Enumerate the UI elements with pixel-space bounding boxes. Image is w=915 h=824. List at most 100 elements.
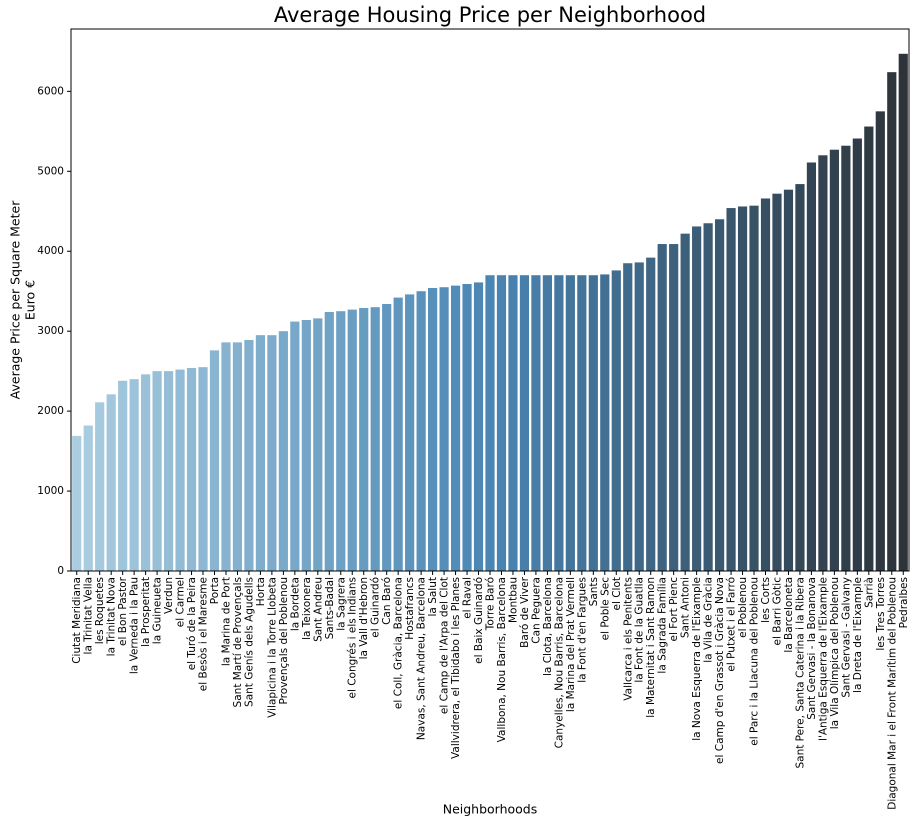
bar [806, 162, 817, 572]
bar [887, 72, 897, 571]
x-tick-label: la Trinitat Vella [83, 577, 95, 654]
x-tick-label: Sant Antoni [680, 577, 692, 638]
bar [313, 318, 323, 571]
x-tick-label: la Marina del Prat Vermell [565, 577, 577, 712]
bar [577, 275, 587, 571]
x-tick-label: les Corts [760, 577, 772, 623]
bar [359, 307, 369, 571]
bar [95, 402, 105, 571]
x-tick-label: la Font de la Guatlla [634, 577, 646, 683]
bar [795, 184, 805, 571]
x-tick-label: la Sagrada Família [657, 577, 669, 674]
x-tick-label: Hostafrancs [404, 577, 416, 640]
bar [370, 307, 380, 571]
plot-frame [70, 28, 910, 572]
x-tick-label: Sants [588, 577, 600, 606]
bar [232, 342, 243, 571]
bar [531, 275, 541, 571]
bar [485, 275, 495, 571]
x-tick-label: la Maternitat i Sant Ramon [645, 577, 657, 718]
y-tick-label: 1000 [37, 485, 64, 497]
bar [186, 367, 197, 571]
x-tick-label: Sant Andreu [312, 577, 324, 642]
bar [152, 371, 162, 571]
bar [255, 335, 266, 571]
x-tick-label: Navas, Sant Andreu, Barcelona [416, 577, 428, 740]
x-tick-label: la Vila Olímpica del Poblenou [829, 577, 841, 729]
x-tick-label: Sant Pere, Santa Caterina i la Ribera [794, 577, 806, 769]
x-tick-label: el Poble Sec [599, 577, 611, 641]
x-tick-label: Sants-Badal [324, 577, 336, 639]
bar [393, 297, 403, 571]
bar [267, 335, 277, 571]
x-tick-label: el Bon Pastor [117, 576, 129, 646]
x-tick-label: el Guinardó [370, 577, 382, 638]
bar [565, 275, 575, 571]
x-tick-label: Horta [255, 577, 267, 606]
bar [382, 303, 392, 571]
bar [290, 321, 300, 571]
x-tick-label: el Raval [462, 577, 474, 619]
x-tick-label: el Camp d'en Grassot i Gràcia Nova [714, 577, 726, 764]
bar [336, 311, 346, 571]
x-tick-label: la Clota, Barcelona [542, 577, 554, 676]
x-tick-label: el Barri Gòtic [771, 577, 783, 646]
x-tick-label: el Baix Guinardó [473, 577, 485, 664]
y-axis-label: Average Price per Square Meter [8, 200, 23, 400]
bar [198, 367, 208, 571]
bar [347, 309, 357, 571]
x-tick-label: Sant Martí de Provençals [232, 577, 244, 707]
bar [118, 380, 128, 571]
bar [106, 394, 116, 571]
y-axis-label: Euro € [23, 280, 38, 320]
x-tick-label: Sarrià [863, 577, 875, 608]
x-tick-label: el Coll, Gràcia, Barcelona [393, 577, 405, 709]
x-tick-label: Torre Baró [485, 577, 497, 631]
bar [416, 291, 426, 571]
x-tick-label: el Fort Pienc [668, 577, 680, 642]
y-tick-label: 3000 [37, 325, 64, 337]
x-tick-label: la Verneda i la Pau [129, 577, 141, 674]
bar [818, 155, 828, 572]
bar [829, 149, 839, 571]
bar [737, 206, 748, 571]
x-tick-label: les Roquetes [94, 577, 106, 644]
bar [324, 311, 334, 571]
bar [898, 53, 908, 571]
bar [519, 275, 530, 571]
x-tick-label: el Clot [611, 577, 623, 611]
y-tick-label: 2000 [37, 405, 64, 417]
y-tick-label: 6000 [37, 85, 64, 97]
bar [692, 226, 702, 571]
x-tick-label: la Vall d'Hebron [358, 577, 370, 659]
x-tick-label: Vallbona, Nou Barris, Barcelona [496, 577, 508, 742]
x-tick-label: Vallcarca i els Penitents [622, 577, 634, 701]
bar [669, 244, 679, 571]
x-tick-label: el Besòs i el Maresme [198, 577, 210, 691]
bar [783, 189, 794, 572]
bar [209, 350, 220, 571]
x-tick-label: la Guineueta [152, 577, 164, 644]
x-tick-label: Diagonal Mar i el Front Marítim del Pobl… [886, 577, 898, 810]
x-tick-label: Montbau [507, 577, 519, 623]
x-tick-label: la Salut [427, 577, 439, 616]
x-tick-label: el Congrés i els Indians [347, 577, 359, 698]
bar [703, 223, 713, 571]
bar [864, 126, 874, 572]
bar [554, 275, 564, 571]
bar [278, 331, 288, 571]
x-tick-label: la Font d'en Fargues [576, 577, 588, 683]
bar [221, 342, 231, 571]
x-tick-label: el Camp de l'Arpa del Clot [439, 577, 451, 714]
bar [508, 275, 518, 571]
x-tick-label: el Carmel [175, 577, 187, 627]
bar [841, 145, 851, 571]
bar [462, 284, 472, 571]
x-tick-label: Provençals del Poblenou [278, 577, 290, 704]
bar [428, 288, 438, 571]
x-tick-label: el Putxet i el Farró [726, 577, 738, 672]
bar [875, 111, 885, 571]
x-tick-label: Canyelles, Nou Barris, Barcelona [553, 577, 565, 748]
x-tick-label: Verdun [163, 577, 175, 614]
